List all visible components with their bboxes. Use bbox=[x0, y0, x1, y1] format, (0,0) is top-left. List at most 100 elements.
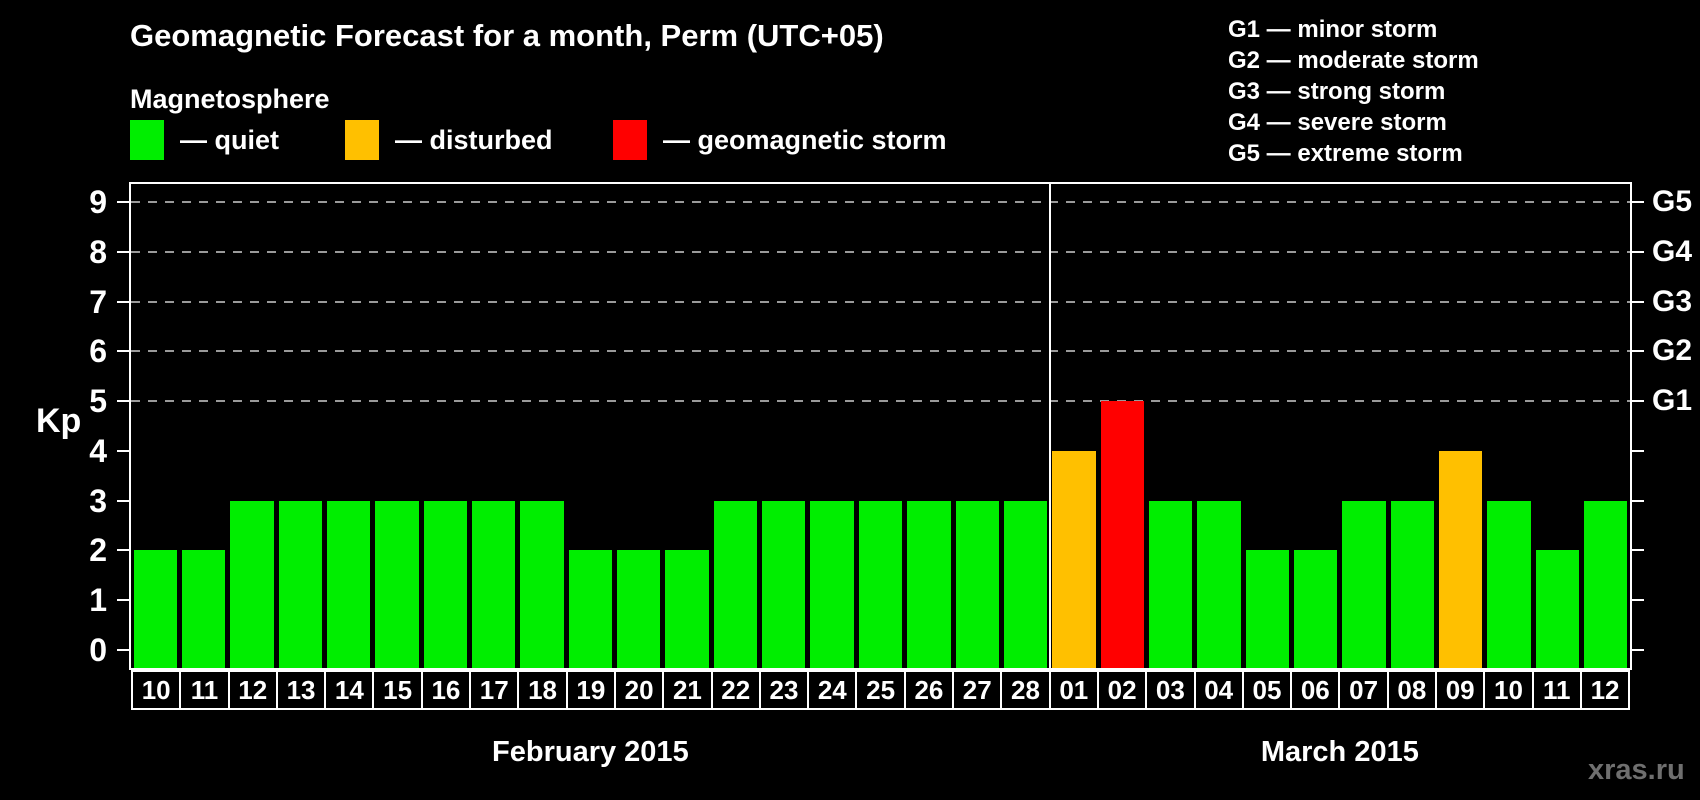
kp-bar-day-10-m0 bbox=[133, 550, 177, 668]
kp-bar-day-20-m0 bbox=[617, 550, 661, 668]
kp-bar-day-01-m1 bbox=[1052, 450, 1096, 668]
right-tick-kp5 bbox=[1630, 400, 1644, 403]
kp-bar-day-28-m0 bbox=[1003, 500, 1048, 668]
legend-swatch-storm bbox=[613, 120, 647, 160]
kp-bar-day-22-m0 bbox=[713, 500, 758, 668]
day-label-23-m0: 23 bbox=[758, 672, 807, 708]
left-tick-kp4 bbox=[117, 449, 131, 452]
g-legend-line: G3 — strong storm bbox=[1228, 78, 1446, 105]
kp-bar-day-06-m1 bbox=[1294, 550, 1338, 668]
gridline-kp5 bbox=[131, 400, 1630, 403]
day-label-12-m1: 12 bbox=[1579, 672, 1628, 708]
magnetosphere-heading: Magnetosphere bbox=[130, 84, 330, 114]
kp-bar-day-26-m0 bbox=[907, 500, 951, 668]
kp-bar-day-03-m1 bbox=[1148, 500, 1193, 668]
kp-bar-day-08-m1 bbox=[1390, 500, 1435, 668]
y-tick-label-5: 5 bbox=[89, 383, 107, 420]
left-tick-kp7 bbox=[117, 300, 131, 303]
legend-label-disturbed: — disturbed bbox=[395, 124, 553, 155]
day-label-11-m1: 11 bbox=[1531, 672, 1580, 708]
legend-item-disturbed: — disturbed bbox=[345, 120, 553, 160]
legend-swatch-disturbed bbox=[345, 120, 379, 160]
watermark: xras.ru bbox=[1588, 754, 1685, 786]
kp-bar-day-07-m1 bbox=[1342, 500, 1386, 668]
g-legend-line: G4 — severe storm bbox=[1228, 109, 1447, 136]
kp-bar-day-02-m1 bbox=[1100, 401, 1144, 668]
day-label-04-m1: 04 bbox=[1193, 672, 1242, 708]
legend-label-storm: — geomagnetic storm bbox=[663, 124, 947, 155]
day-label-06-m1: 06 bbox=[1290, 672, 1338, 708]
legend-swatch-quiet bbox=[130, 120, 164, 160]
right-axis-label-G3: G3 bbox=[1652, 284, 1693, 318]
right-tick-kp4 bbox=[1630, 449, 1644, 452]
day-label-22-m0: 22 bbox=[710, 672, 759, 708]
day-label-18-m0: 18 bbox=[517, 672, 565, 708]
kp-status-legend: — quiet — disturbed — geomagnetic storm bbox=[0, 120, 1700, 164]
kp-bar-day-25-m0 bbox=[858, 500, 903, 668]
right-axis-label-G5: G5 bbox=[1652, 184, 1693, 218]
y-tick-label-8: 8 bbox=[89, 233, 107, 270]
day-label-24-m0: 24 bbox=[807, 672, 855, 708]
day-label-21-m0: 21 bbox=[662, 672, 710, 708]
day-label-12-m0: 12 bbox=[227, 672, 276, 708]
y-tick-label-2: 2 bbox=[89, 532, 107, 569]
day-label-02-m1: 02 bbox=[1096, 672, 1145, 708]
kp-bar-day-12-m1 bbox=[1584, 500, 1628, 668]
right-tick-kp8 bbox=[1630, 250, 1644, 253]
kp-bar-day-16-m0 bbox=[423, 500, 467, 668]
gridline-kp6 bbox=[131, 350, 1630, 353]
y-tick-label-7: 7 bbox=[89, 283, 107, 320]
left-tick-kp3 bbox=[117, 499, 131, 502]
left-tick-kp1 bbox=[117, 599, 131, 602]
left-tick-kp0 bbox=[117, 649, 131, 652]
day-label-20-m0: 20 bbox=[613, 672, 662, 708]
month-separator-line bbox=[1048, 184, 1051, 668]
y-tick-label-1: 1 bbox=[89, 582, 107, 619]
y-tick-label-3: 3 bbox=[89, 482, 107, 519]
left-tick-kp8 bbox=[117, 250, 131, 253]
day-label-27-m0: 27 bbox=[952, 672, 1000, 708]
left-tick-kp5 bbox=[117, 400, 131, 403]
kp-bar-day-05-m1 bbox=[1245, 550, 1289, 668]
day-label-14-m0: 14 bbox=[324, 672, 372, 708]
kp-bar-day-12-m0 bbox=[230, 500, 274, 668]
kp-bar-day-23-m0 bbox=[762, 500, 806, 668]
left-tick-kp6 bbox=[117, 350, 131, 353]
day-label-08-m1: 08 bbox=[1386, 672, 1435, 708]
day-label-28-m0: 28 bbox=[1000, 672, 1048, 708]
legend-item-storm: — geomagnetic storm bbox=[613, 120, 947, 160]
day-label-11-m0: 11 bbox=[179, 672, 227, 708]
y-tick-label-0: 0 bbox=[89, 632, 107, 669]
day-label-10-m1: 10 bbox=[1483, 672, 1531, 708]
left-tick-kp9 bbox=[117, 200, 131, 203]
kp-bar-day-18-m0 bbox=[520, 500, 564, 668]
kp-bar-day-17-m0 bbox=[471, 500, 516, 668]
g-legend-line: G2 — moderate storm bbox=[1228, 47, 1479, 74]
g-legend-line: G1 — minor storm bbox=[1228, 16, 1438, 43]
kp-bar-day-14-m0 bbox=[326, 500, 371, 668]
day-label-19-m0: 19 bbox=[565, 672, 614, 708]
right-tick-kp7 bbox=[1630, 300, 1644, 303]
kp-bar-day-09-m1 bbox=[1439, 450, 1483, 668]
left-tick-kp2 bbox=[117, 549, 131, 552]
gridline-kp7 bbox=[131, 300, 1630, 303]
gridline-kp8 bbox=[131, 250, 1630, 253]
right-axis-label-G1: G1 bbox=[1652, 384, 1693, 418]
y-tick-label-6: 6 bbox=[89, 333, 107, 370]
right-tick-kp3 bbox=[1630, 499, 1644, 502]
day-label-15-m0: 15 bbox=[372, 672, 420, 708]
kp-bar-day-15-m0 bbox=[375, 500, 419, 668]
day-label-26-m0: 26 bbox=[903, 672, 952, 708]
kp-bar-day-10-m1 bbox=[1487, 500, 1531, 668]
legend-label-quiet: — quiet bbox=[180, 124, 279, 155]
right-tick-kp1 bbox=[1630, 599, 1644, 602]
right-tick-kp6 bbox=[1630, 350, 1644, 353]
kp-bar-day-24-m0 bbox=[810, 500, 854, 668]
day-axis-row: 10 11 12 13 14 15 16 17 18 19 20 21 22 23 24 25 26 27 28 01… bbox=[131, 670, 1630, 710]
y-tick-label-4: 4 bbox=[89, 432, 107, 469]
day-label-10-m0: 10 bbox=[141, 674, 171, 705]
kp-bar-day-11-m1 bbox=[1535, 550, 1580, 668]
kp-bar-day-19-m0 bbox=[568, 550, 613, 668]
y-tick-label-9: 9 bbox=[89, 183, 107, 220]
